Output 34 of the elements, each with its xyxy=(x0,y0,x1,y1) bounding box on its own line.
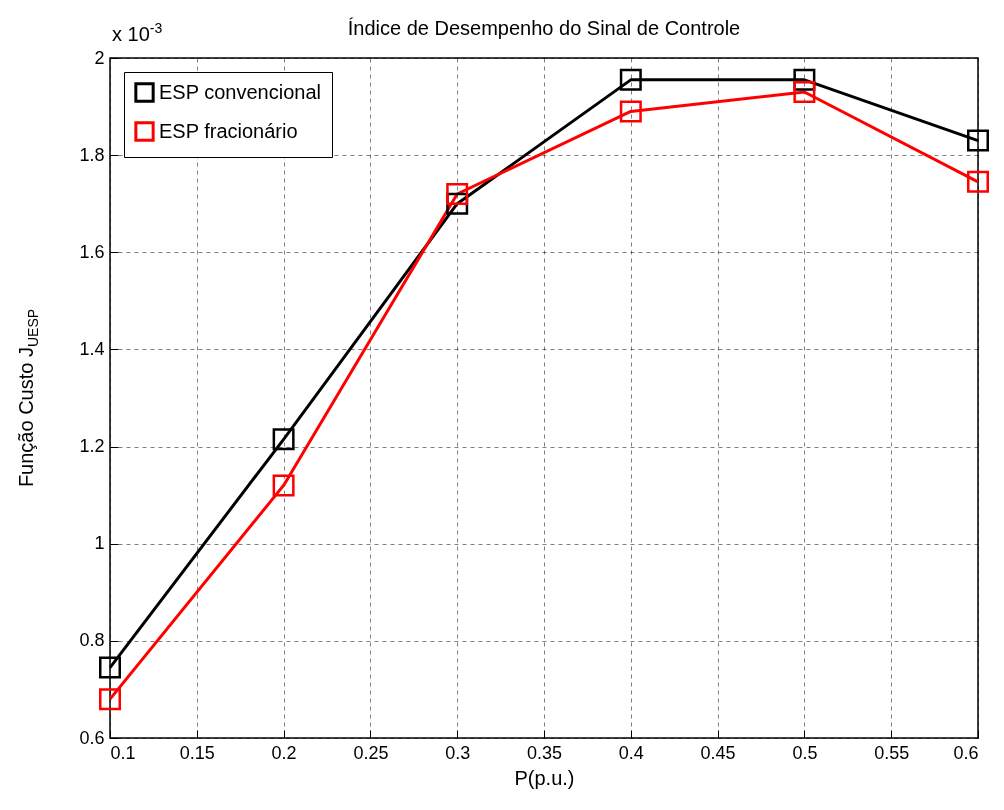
x-tick-label: 0.2 xyxy=(271,742,297,763)
x-tick-label: 0.15 xyxy=(179,742,215,763)
x-tick-label: 0.25 xyxy=(353,742,389,763)
point xyxy=(446,183,469,205)
point xyxy=(967,170,989,193)
y-tick-label: 1.2 xyxy=(79,436,105,457)
point xyxy=(619,68,642,91)
text: x 10$^{-3}$ xyxy=(112,20,163,46)
y-tick-label: 2 xyxy=(94,47,105,68)
y-tick-label: 1.8 xyxy=(79,144,105,165)
y-tick-label: 1 xyxy=(94,533,105,554)
y-tick-label: 1.6 xyxy=(79,241,105,262)
x-tick-label: 0.3 xyxy=(445,742,471,763)
y-tick-label: 0.6 xyxy=(79,727,105,748)
point xyxy=(99,656,121,679)
y-tick-label: 1.4 xyxy=(79,338,105,359)
chart-title: Índice de Desempenho do Sinal de Controle xyxy=(347,17,741,39)
x-tick-label: 0.55 xyxy=(874,742,910,763)
x-tick-label: 0.4 xyxy=(618,742,644,763)
point xyxy=(272,474,295,497)
x-tick-label: 0.45 xyxy=(700,742,736,763)
point xyxy=(99,688,121,711)
point xyxy=(619,100,642,123)
x-axis-title: P(p.u.) xyxy=(514,766,575,789)
point xyxy=(967,129,989,152)
legend-label: ESP fracionário xyxy=(159,119,298,142)
x-tick-label: 0.5 xyxy=(792,742,818,763)
y-tick-label: 0.8 xyxy=(79,630,105,651)
point xyxy=(272,428,295,451)
x-tick-label: 0.1 xyxy=(110,742,136,763)
point xyxy=(793,81,816,103)
x-tick-label: 0.6 xyxy=(953,742,979,763)
x-tick-label: 0.35 xyxy=(526,742,563,763)
legend-label: ESP convencional xyxy=(159,80,321,103)
